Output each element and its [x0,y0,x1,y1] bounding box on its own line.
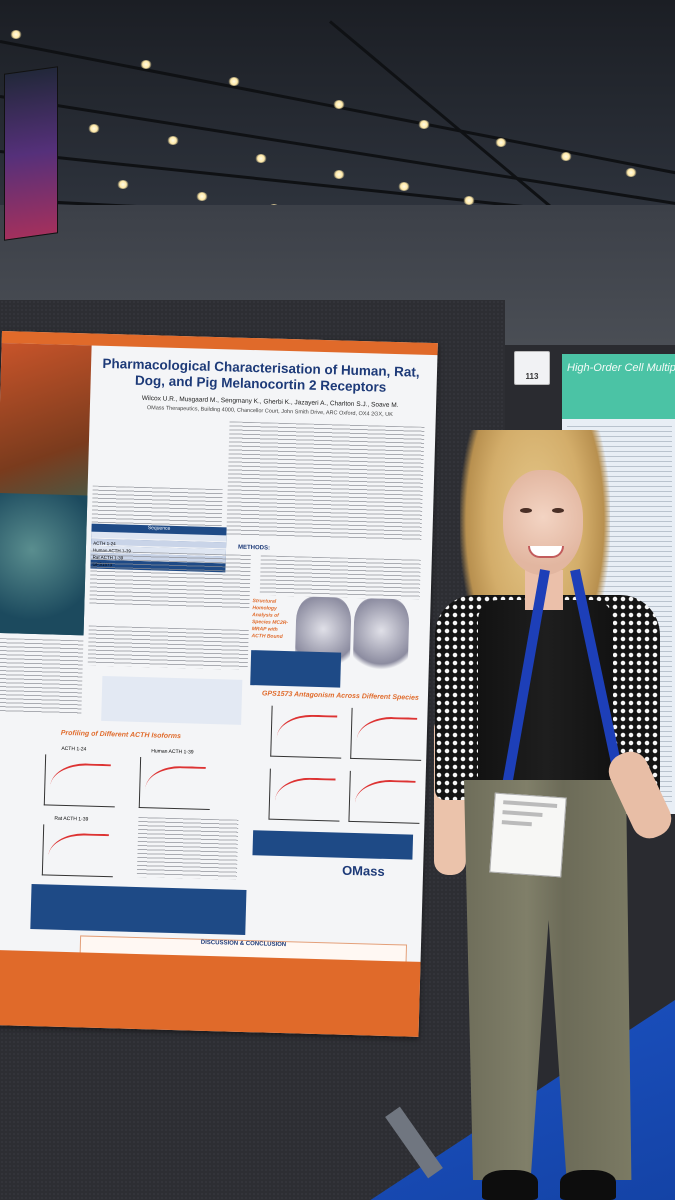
hanging-banner [4,66,58,241]
ceiling-light [463,196,475,205]
plot-curve [356,716,418,758]
isoform-table [30,884,247,936]
ceiling-light [167,136,179,145]
ceiling-light [333,170,345,179]
antagonism-heading: GPS1573 Antagonism Across Different Spec… [261,690,419,702]
neighbour-poster-header: High-Order Cell Multiplexing for In [562,354,675,419]
presenter-face [503,470,583,575]
methods-heading: METHODS: [237,544,271,552]
ceiling-light [560,152,572,161]
poster-body-text [259,555,421,600]
isoform-plot: Rat ACTH 1-39 [41,816,115,878]
plot-title: ACTH 1-24 [61,745,87,753]
assay-diagram [101,675,243,725]
antagonism-plot [348,770,421,824]
badge-text-line [502,810,543,817]
shoe [482,1170,538,1200]
ceiling-light [333,100,345,109]
badge-text-line [503,800,558,808]
figure2-caption [0,638,84,716]
antagonism-plot [270,705,343,759]
ceiling-light [495,138,507,147]
ceiling-light [10,30,22,39]
ceiling-light [418,120,430,129]
booth-number: 113 [525,372,539,381]
poster-title: Pharmacological Characterisation of Huma… [102,355,420,395]
omass-logo: OMass [341,862,385,879]
homology-heading: Structural Homology Analysis of Species … [251,598,289,640]
ceiling-light [196,192,208,201]
plot-curve [144,765,206,807]
ceiling-light [140,60,152,69]
plot-title: Human ACTH 1-39 [151,748,194,756]
ceiling-light [255,154,267,163]
badge-text-line [501,820,532,827]
plot-curve [276,713,338,756]
homology-table [250,650,342,688]
ceiling-light [228,77,240,86]
ceiling-light [117,180,129,189]
protein-structure-image [352,597,410,680]
poster-figure1-caption [91,485,223,530]
poster-footer-band [0,949,421,1037]
figure3-caption [136,817,239,880]
plot-curve [354,779,416,821]
poster-assay-text [87,625,249,670]
ceiling-light [88,124,100,133]
antagonism-plot [350,707,423,761]
conclusion-heading: DISCUSSION & CONCLUSION [200,939,287,949]
profiling-heading: Profiling of Different ACTH Isoforms [60,729,182,741]
presenter [420,430,675,1200]
poster-methods-text [89,550,251,611]
poster-intro-text [226,421,425,542]
antagonism-table [252,830,414,860]
isoform-plot: ACTH 1-24 [43,746,117,808]
plot-curve [47,832,109,875]
plot-curve [49,762,111,805]
poster-cell-image [0,492,88,636]
ceiling-light [625,168,637,177]
presenter-eye [520,508,532,513]
isoform-plot: Human ACTH 1-39 [138,748,212,810]
antagonism-plot [268,768,341,822]
ceiling-light [398,182,410,191]
plot-curve [274,776,336,819]
name-badge [489,792,567,878]
booth-number-tag: 113 [514,351,550,385]
shoe [560,1170,616,1200]
presenter-eye [552,508,564,513]
research-poster: Pharmacological Characterisation of Huma… [0,331,438,1037]
plot-title: Rat ACTH 1-39 [54,815,89,823]
neighbour-poster-title: High-Order Cell Multiplexing for In [567,362,675,374]
